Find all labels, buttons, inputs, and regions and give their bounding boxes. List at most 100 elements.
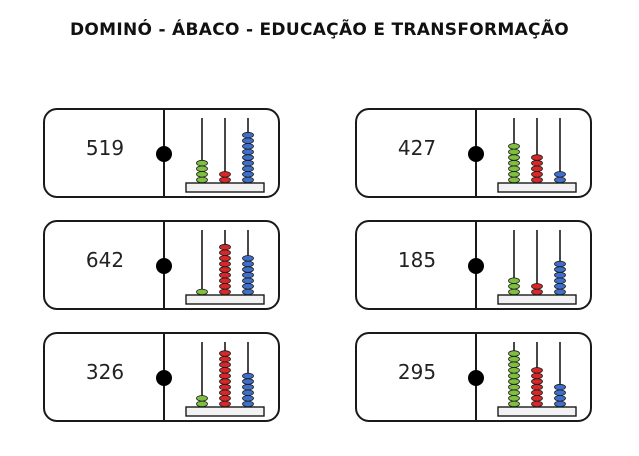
abacus-bead	[554, 176, 566, 184]
abacus-bead	[242, 154, 254, 161]
domino-tile[interactable]: 295	[355, 332, 592, 422]
abacus-bead	[508, 277, 520, 284]
abacus-bead	[242, 378, 254, 385]
tile-number: 519	[85, 136, 125, 160]
abacus-bead	[196, 165, 208, 172]
abacus-bead	[242, 271, 254, 279]
abacus-bead	[219, 283, 231, 290]
abacus-base	[497, 182, 577, 193]
abacus-bead	[508, 288, 520, 296]
abacus-bead	[508, 367, 520, 374]
abacus-bead	[242, 266, 254, 273]
abacus-bead	[219, 383, 231, 391]
tile-number: 185	[397, 248, 437, 272]
abacus-bead	[531, 288, 543, 296]
abacus-bead	[508, 148, 520, 156]
abacus-bead	[219, 367, 231, 374]
abacus-bead	[508, 143, 520, 150]
abacus-bead	[531, 176, 543, 184]
abacus-bead	[219, 372, 231, 380]
abacus-base	[185, 182, 265, 193]
abacus-icon	[185, 342, 265, 417]
abacus-bead	[219, 171, 231, 178]
abacus-base	[185, 406, 265, 417]
abacus-icon	[497, 118, 577, 193]
abacus-bead	[531, 372, 543, 380]
abacus-bead	[219, 361, 231, 368]
domino-tile[interactable]: 427	[355, 108, 592, 198]
abacus-bead	[242, 148, 254, 156]
abacus-bead	[196, 159, 208, 167]
abacus-bead	[554, 283, 566, 290]
abacus-bead	[242, 131, 254, 139]
tile-dot	[156, 370, 172, 386]
tile-number: 326	[85, 360, 125, 384]
abacus-base	[497, 406, 577, 417]
abacus-bead	[508, 165, 520, 172]
abacus-bead	[531, 395, 543, 402]
abacus-bead	[219, 378, 231, 385]
abacus-bead	[219, 255, 231, 262]
abacus-bead	[242, 400, 254, 408]
domino-tile[interactable]: 185	[355, 220, 592, 310]
abacus-bead	[508, 395, 520, 402]
abacus-bead	[508, 171, 520, 178]
abacus-bead	[531, 367, 543, 374]
abacus-bead	[531, 283, 543, 290]
domino-tile[interactable]: 642	[43, 220, 280, 310]
abacus-bead	[554, 395, 566, 402]
abacus-bead	[531, 400, 543, 408]
abacus-bead	[219, 243, 231, 251]
abacus-bead	[242, 143, 254, 150]
abacus-bead	[242, 159, 254, 167]
abacus-bead	[219, 288, 231, 296]
abacus-bead	[196, 288, 208, 296]
abacus-bead	[242, 395, 254, 402]
abacus-bead	[531, 165, 543, 172]
abacus-base	[497, 294, 577, 305]
abacus-bead	[219, 350, 231, 357]
abacus-bead	[554, 288, 566, 296]
abacus-bead	[554, 260, 566, 268]
abacus-bead	[554, 266, 566, 273]
abacus-bead	[242, 176, 254, 184]
abacus-bead	[196, 395, 208, 402]
tile-dot	[468, 258, 484, 274]
abacus-bead	[508, 176, 520, 184]
abacus-bead	[508, 350, 520, 357]
abacus-bead	[508, 400, 520, 408]
abacus-bead	[196, 176, 208, 184]
abacus-bead	[196, 171, 208, 178]
abacus-bead	[508, 283, 520, 290]
abacus-bead	[242, 288, 254, 296]
abacus-bead	[531, 389, 543, 396]
abacus-bead	[554, 271, 566, 279]
tile-dot	[468, 146, 484, 162]
abacus-bead	[219, 395, 231, 402]
abacus-bead	[219, 400, 231, 408]
abacus-bead	[508, 154, 520, 161]
abacus-bead	[242, 389, 254, 396]
domino-tile[interactable]: 326	[43, 332, 280, 422]
abacus-icon	[185, 118, 265, 193]
abacus-bead	[508, 159, 520, 167]
abacus-bead	[508, 355, 520, 363]
abacus-bead	[531, 159, 543, 167]
abacus-bead	[554, 277, 566, 284]
abacus-bead	[554, 171, 566, 178]
tile-number: 642	[85, 248, 125, 272]
abacus-bead	[554, 400, 566, 408]
abacus-bead	[219, 389, 231, 396]
abacus-bead	[531, 171, 543, 178]
domino-tile[interactable]: 519	[43, 108, 280, 198]
abacus-bead	[219, 266, 231, 273]
abacus-bead	[508, 383, 520, 391]
abacus-bead	[531, 383, 543, 391]
tile-number: 295	[397, 360, 437, 384]
tile-number: 427	[397, 136, 437, 160]
abacus-bead	[554, 389, 566, 396]
abacus-bead	[219, 260, 231, 268]
abacus-bead	[219, 271, 231, 279]
abacus-base	[185, 294, 265, 305]
tile-dot	[156, 258, 172, 274]
